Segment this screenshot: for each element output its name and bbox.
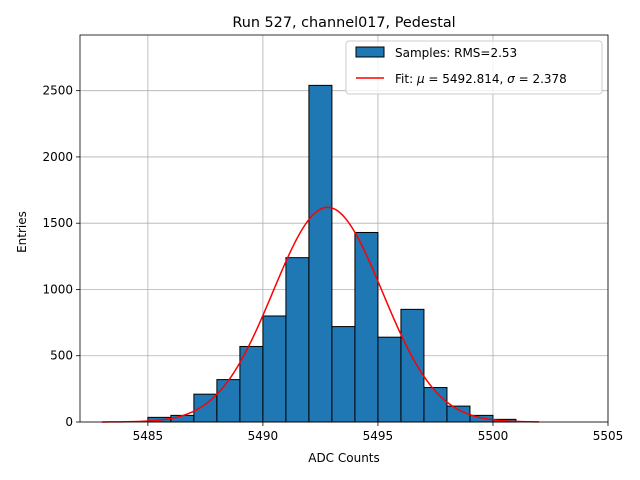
histogram-bar [331,326,356,423]
y-tick-label: 2500 [42,84,73,98]
histogram-bar [354,231,379,423]
axes-frame [79,34,609,423]
x-tick-label: 5505 [593,429,624,443]
histogram-bar [308,84,333,423]
x-axis-label: ADC Counts [308,451,380,465]
legend-fit-sigma-symbol: σ [507,72,515,86]
y-tick-label: 2000 [42,150,73,164]
histogram-bar [423,387,448,423]
histogram-bar [377,336,402,423]
legend-box [345,40,603,95]
y-tick-label: 1500 [42,216,73,230]
legend-fit-label: Fit: μ = 5492.814, σ = 2.378 [395,72,567,86]
x-tick-label: 5500 [478,429,509,443]
y-tick-label: 500 [50,349,73,363]
y-tick-label: 0 [65,415,73,429]
x-tick-label: 5485 [133,429,164,443]
histogram-bar [262,315,287,423]
x-tick-label: 5495 [363,429,394,443]
legend-samples-patch [355,46,385,58]
x-tick-label: 5490 [248,429,279,443]
y-tick-label: 1000 [42,282,73,296]
fit-curve [101,206,539,423]
chart-title: Run 527, channel017, Pedestal [232,15,455,31]
axis-ticks: 5485 5490 5495 5500 5505 0 500 1000 1500 2000 2500 [42,84,623,443]
legend-fit-prefix: Fit: [395,72,417,86]
histogram-bar [400,308,425,423]
legend-samples-label: Samples: RMS=2.53 [395,46,517,60]
histogram-bars [147,84,517,423]
legend: Samples: RMS=2.53 Fit: μ = 5492.814, σ =… [345,40,603,95]
y-axis-label: Entries [15,211,29,253]
legend-fit-sigma-value: = 2.378 [515,72,567,86]
legend-fit-mu-value: = 5492.814, [425,72,508,86]
histogram-bar [216,379,241,423]
histogram-bar [285,257,310,423]
legend-fit-mu-symbol: μ [416,72,425,86]
